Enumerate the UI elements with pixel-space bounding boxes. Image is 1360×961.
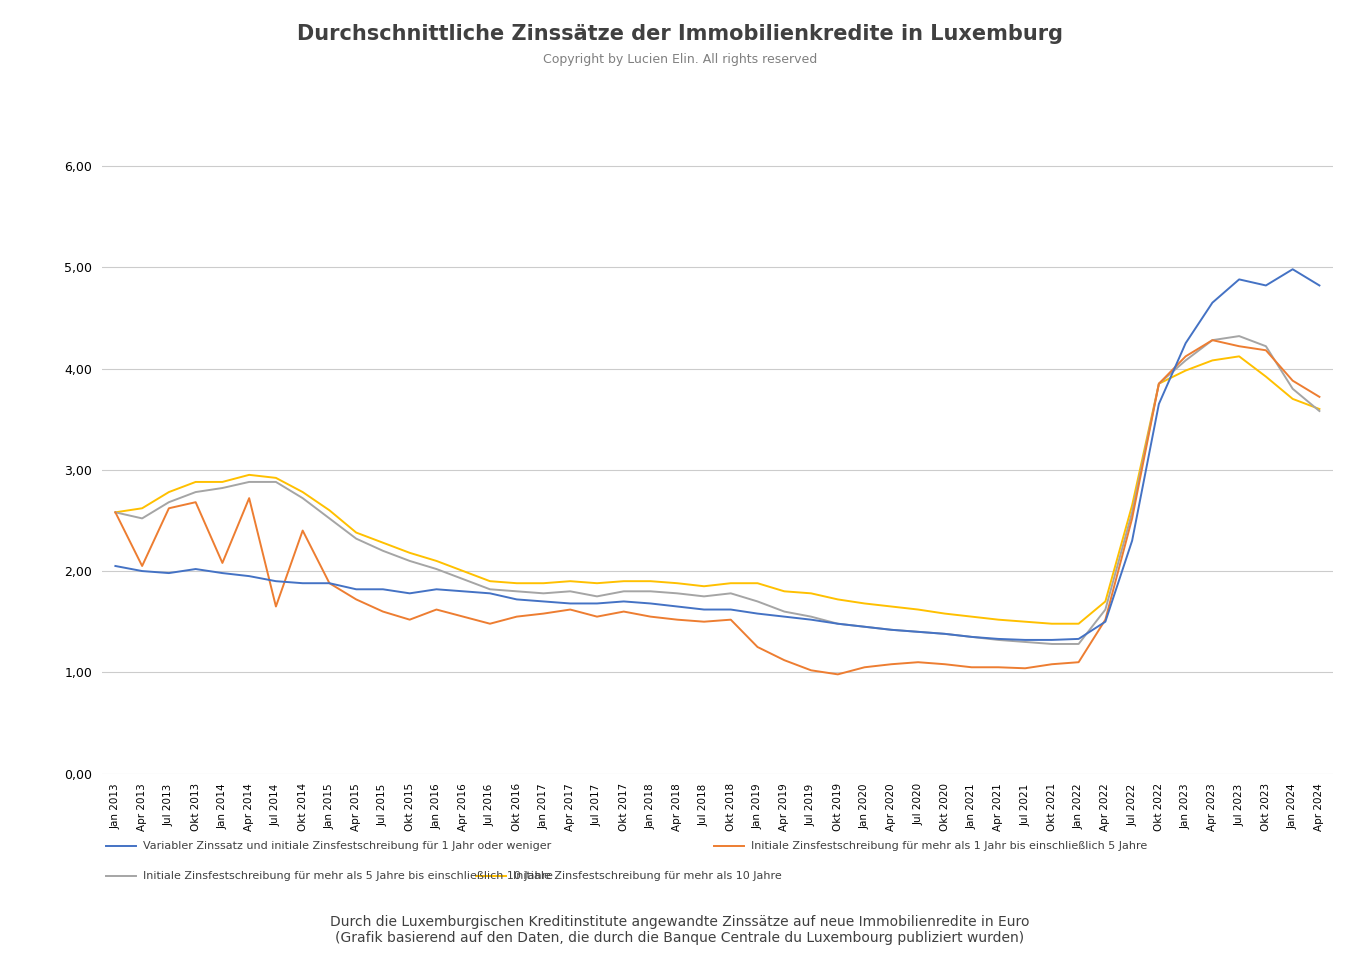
Text: Copyright by Lucien Elin. All rights reserved: Copyright by Lucien Elin. All rights res…	[543, 53, 817, 66]
Text: Variabler Zinssatz und initiale Zinsfestschreibung für 1 Jahr oder weniger: Variabler Zinssatz und initiale Zinsfest…	[143, 841, 551, 850]
Text: Initiale Zinsfestschreibung für mehr als 1 Jahr bis einschließlich 5 Jahre: Initiale Zinsfestschreibung für mehr als…	[751, 841, 1146, 850]
Text: Initiale Zinsfestschreibung für mehr als 10 Jahre: Initiale Zinsfestschreibung für mehr als…	[513, 872, 782, 881]
Text: Durch die Luxemburgischen Kreditinstitute angewandte Zinssätze auf neue Immobili: Durch die Luxemburgischen Kreditinstitut…	[330, 915, 1030, 945]
Text: Durchschnittliche Zinssätze der Immobilienkredite in Luxemburg: Durchschnittliche Zinssätze der Immobili…	[296, 24, 1064, 44]
Text: Initiale Zinsfestschreibung für mehr als 5 Jahre bis einschließlich 10 Jahre: Initiale Zinsfestschreibung für mehr als…	[143, 872, 552, 881]
